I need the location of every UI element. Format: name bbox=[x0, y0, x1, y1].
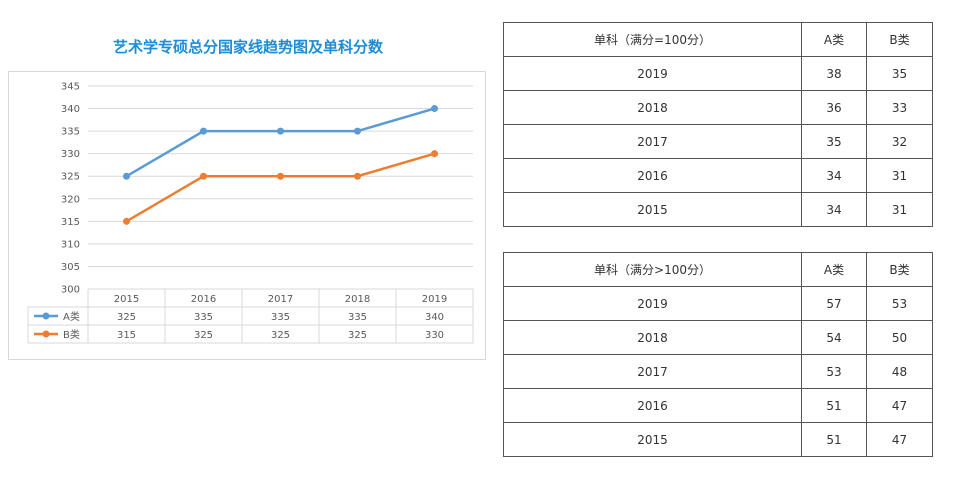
header-subject: 单科（满分=100分） bbox=[503, 22, 802, 57]
a-score-cell: 57 bbox=[801, 286, 867, 321]
b-score-cell: 50 bbox=[866, 320, 933, 355]
table-row: 2018 54 50 bbox=[503, 320, 933, 355]
b-score-cell: 31 bbox=[866, 192, 933, 227]
legend-label: A类 bbox=[63, 310, 80, 323]
data-point bbox=[431, 105, 438, 113]
data-table-value: 325 bbox=[117, 312, 136, 323]
data-table-value: 335 bbox=[348, 312, 367, 323]
data-table-value: 335 bbox=[194, 312, 213, 323]
a-score-cell: 34 bbox=[801, 158, 867, 193]
y-tick-label: 310 bbox=[61, 239, 80, 250]
series-line-2 bbox=[125, 152, 435, 223]
y-tick-label: 315 bbox=[61, 217, 80, 228]
header-b: B类 bbox=[866, 22, 933, 57]
y-tick-label: 345 bbox=[61, 82, 80, 93]
a-score-cell: 38 bbox=[801, 56, 867, 91]
y-tick-label: 335 bbox=[61, 127, 80, 138]
data-point bbox=[200, 127, 207, 135]
table-row: 2015 34 31 bbox=[503, 192, 933, 227]
data-table-value: 315 bbox=[117, 330, 136, 341]
data-point bbox=[123, 172, 130, 180]
year-cell: 2018 bbox=[503, 90, 802, 125]
legend-label: B类 bbox=[63, 328, 80, 341]
header-subject: 单科（满分>100分） bbox=[503, 252, 802, 287]
data-table-value: 325 bbox=[348, 330, 367, 341]
year-cell: 2016 bbox=[503, 388, 802, 423]
table-row: 2016 34 31 bbox=[503, 158, 933, 193]
single-subject-table-100: 单科（满分=100分） A类 B类 2019 38 35 2018 36 33 2017… bbox=[503, 22, 933, 227]
b-score-cell: 32 bbox=[866, 124, 933, 159]
x-tick-label: 2017 bbox=[268, 294, 293, 305]
line-chart: 300 305 310 315 320 325 330 335 340 345 2015 2016 20… bbox=[27, 82, 474, 344]
year-cell: 2017 bbox=[503, 354, 802, 389]
x-tick-label: 2015 bbox=[114, 294, 139, 305]
table-row: 2016 51 47 bbox=[503, 388, 933, 423]
a-score-cell: 54 bbox=[801, 320, 867, 355]
year-cell: 2019 bbox=[503, 56, 802, 91]
x-tick-label: 2016 bbox=[191, 294, 216, 305]
single-subject-table-over-100: 单科（满分>100分） A类 B类 2019 57 53 2018 54 50 2017… bbox=[503, 252, 933, 457]
data-point bbox=[354, 127, 361, 135]
b-score-cell: 47 bbox=[866, 388, 933, 423]
b-score-cell: 53 bbox=[866, 286, 933, 321]
legend-key-marker bbox=[42, 312, 50, 320]
chart-title: 艺术学专硕总分国家线趋势图及单科分数 bbox=[112, 38, 383, 56]
data-point bbox=[277, 127, 284, 135]
a-score-cell: 51 bbox=[801, 388, 867, 423]
table-row: 2018 36 33 bbox=[503, 90, 933, 125]
b-score-cell: 47 bbox=[866, 422, 933, 457]
legend-key-marker bbox=[42, 330, 50, 338]
year-cell: 2017 bbox=[503, 124, 802, 159]
b-score-cell: 35 bbox=[866, 56, 933, 91]
table-header-row: 单科（满分>100分） A类 B类 bbox=[503, 252, 933, 287]
b-score-cell: 33 bbox=[866, 90, 933, 125]
data-point bbox=[431, 150, 438, 158]
a-score-cell: 51 bbox=[801, 422, 867, 457]
table-row: 2017 35 32 bbox=[503, 124, 933, 159]
a-score-cell: 53 bbox=[801, 354, 867, 389]
data-point bbox=[354, 172, 361, 180]
year-cell: 2015 bbox=[503, 422, 802, 457]
data-table-value: 330 bbox=[425, 330, 444, 341]
x-tick-label: 2018 bbox=[345, 294, 370, 305]
table-row: 2017 53 48 bbox=[503, 354, 933, 389]
year-cell: 2018 bbox=[503, 320, 802, 355]
table-row: 2019 57 53 bbox=[503, 286, 933, 321]
table-row: 2015 51 47 bbox=[503, 422, 933, 457]
y-tick-label: 320 bbox=[61, 194, 80, 205]
data-point bbox=[277, 172, 284, 180]
y-tick-label: 340 bbox=[61, 104, 80, 115]
x-tick-label: 2019 bbox=[422, 294, 447, 305]
y-tick-label: 330 bbox=[61, 149, 80, 160]
data-table-value: 335 bbox=[271, 312, 290, 323]
data-point bbox=[200, 172, 207, 180]
data-table-value: 325 bbox=[194, 330, 213, 341]
b-score-cell: 31 bbox=[866, 158, 933, 193]
y-tick-label: 305 bbox=[61, 262, 80, 273]
header-b: B类 bbox=[866, 252, 933, 287]
a-score-cell: 34 bbox=[801, 192, 867, 227]
header-a: A类 bbox=[801, 252, 867, 287]
year-cell: 2019 bbox=[503, 286, 802, 321]
data-table-value: 340 bbox=[425, 312, 444, 323]
data-point bbox=[123, 217, 130, 225]
table-header-row: 单科（满分=100分） A类 B类 bbox=[503, 22, 933, 57]
year-cell: 2015 bbox=[503, 192, 802, 227]
b-score-cell: 48 bbox=[866, 354, 933, 389]
y-tick-label: 325 bbox=[61, 172, 80, 183]
data-table-value: 325 bbox=[271, 330, 290, 341]
a-score-cell: 36 bbox=[801, 90, 867, 125]
header-a: A类 bbox=[801, 22, 867, 57]
a-score-cell: 35 bbox=[801, 124, 867, 159]
year-cell: 2016 bbox=[503, 158, 802, 193]
y-tick-label: 300 bbox=[61, 285, 80, 296]
table-row: 2019 38 35 bbox=[503, 56, 933, 91]
